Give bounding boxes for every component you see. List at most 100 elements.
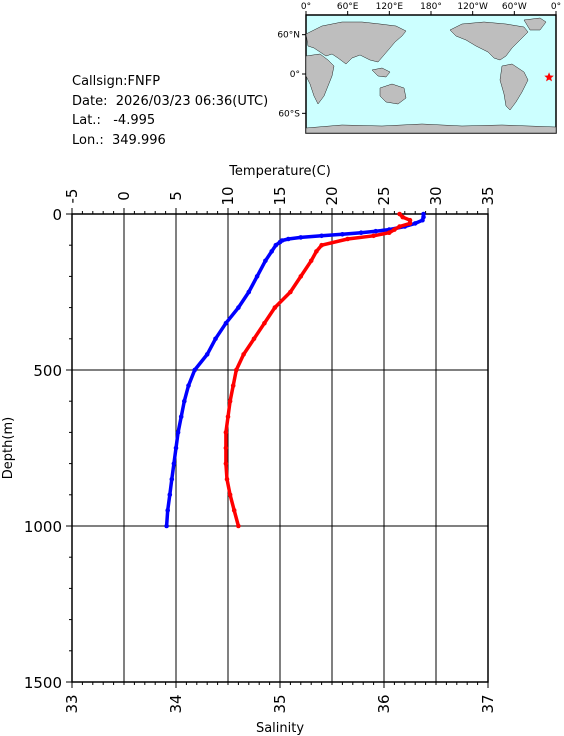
temperature-data-point [277,239,283,245]
temperature-tick-labels: -5 0 5 10 15 20 25 30 35 [63,186,497,205]
temperature-data-point [269,249,275,254]
map-lon-tick-label: 0° [551,2,561,12]
salinity-data-point [397,224,402,229]
data-series [164,211,426,529]
salinity-data-point [345,236,350,242]
temperature-data-point [165,508,170,513]
temperature-data-point [420,217,425,223]
map-lon-tick-label: 180° [420,2,442,12]
salinity-data-point [227,398,233,404]
temperature-tick-label: 0 [115,191,133,201]
temperature-data-point [286,236,291,242]
callsign-value: FNFP [127,74,161,89]
map-lon-tick-label: 60°E [337,2,359,12]
salinity-data-point [224,476,230,482]
salinity-data-point [227,492,233,498]
salinity-axis-label: Salinity [256,721,304,736]
temperature-tick-label: 10 [219,186,237,205]
salinity-data-point [392,227,397,232]
temperature-data-point [186,383,191,388]
land-north-america [449,21,529,61]
lon-row: Lon.: 349.996 [72,131,268,151]
temperature-data-point [169,476,175,482]
salinity-data-point [407,221,413,226]
temperature-profile-line [164,212,426,528]
temperature-data-point [254,274,260,279]
callsign-label: Callsign: [72,74,128,89]
temperature-data-point [412,221,418,226]
depth-tick-label: 1500 [24,674,62,692]
temperature-data-point [182,398,187,404]
temperature-data-point [319,233,324,239]
map-landmasses [305,17,557,134]
grid [71,213,489,683]
map-lon-tick-label: 0° [301,2,311,12]
callsign-row: Callsign:FNFP [72,72,268,92]
temperature-data-point [373,228,379,234]
temperature-tick-label: 20 [323,186,341,205]
temperature-data-point [213,336,218,342]
temperature-tick-label: 30 [427,186,445,205]
date-value: 2026/03/23 06:36(UTC) [115,93,269,109]
map-ticks [302,11,557,114]
temperature-data-point [192,367,197,373]
temperature-data-point [263,258,268,264]
map-lat-tick-label: 60°S [278,109,300,119]
salinity-data-point [231,508,237,513]
lon-label: Lon.: [72,132,104,148]
salinity-data-point [298,274,304,279]
station-marker-star [544,72,554,82]
salinity-data-point [234,367,239,373]
salinity-data-point [288,289,293,295]
salinity-data-point [223,430,229,435]
salinity-tick-label: 36 [375,694,393,713]
salinity-data-point [251,336,257,342]
map-lat-tick-label: 60°N [277,31,300,41]
temperature-tick-label: 35 [479,186,497,205]
map-lon-tick-label: 120°W [457,2,488,12]
land-antarctica [305,123,557,134]
temperature-data-point [236,305,241,310]
temperature-axis-label: Temperature(C) [228,164,331,179]
salinity-data-point [314,249,319,254]
lat-row: Lat.: -4.995 [72,111,268,131]
land-southeast-asia [371,67,391,78]
temperature-data-point [223,320,229,326]
date-row: Date: 2026/03/23 06:36(UTC) [72,92,268,112]
depth-tick-label: 500 [33,362,62,380]
axis-ticks [66,208,489,688]
depth-tick-labels: 0 500 1000 1500 [24,206,62,692]
temperature-data-point [175,430,181,435]
temperature-data-point [167,492,173,498]
salinity-data-point [407,217,413,223]
depth-tick-label: 1000 [24,518,62,536]
salinity-data-point [223,445,229,451]
map-lat-tick-label: 0° [290,70,300,80]
world-map: 0° 60°E 120°E 180° 120°W 60°W 0° 60°N 0° 60°S [277,2,561,134]
salinity-data-point [262,320,267,326]
lon-value: 349.996 [112,132,166,148]
land-australia [379,83,407,105]
depth-axis-label: Depth(m) [1,417,16,479]
temperature-tick-label: -5 [63,189,81,204]
temperature-data-point [204,352,210,357]
depth-tick-label: 0 [52,206,62,224]
temperature-tick-label: 5 [167,191,185,201]
temperature-data-point [340,232,345,237]
land-eurasia [305,21,407,65]
salinity-tick-label: 37 [479,694,497,713]
salinity-data-point [308,258,314,264]
salinity-tick-labels: 33 34 35 36 37 [63,694,497,713]
salinity-tick-label: 35 [271,694,289,713]
temperature-tick-label: 25 [375,186,393,205]
temperature-data-point [171,461,177,466]
lat-label: Lat.: [72,113,101,128]
map-tick-labels: 0° 60°E 120°E 180° 120°W 60°W 0° 60°N 0° 60°S [277,2,561,119]
salinity-data-point [223,461,229,466]
salinity-data-point [371,233,376,239]
salinity-data-point [230,383,236,388]
salinity-data-point [386,230,392,235]
map-lon-tick-label: 60°W [502,2,527,12]
temperature-tick-label: 15 [271,186,289,205]
salinity-data-point [319,242,324,248]
